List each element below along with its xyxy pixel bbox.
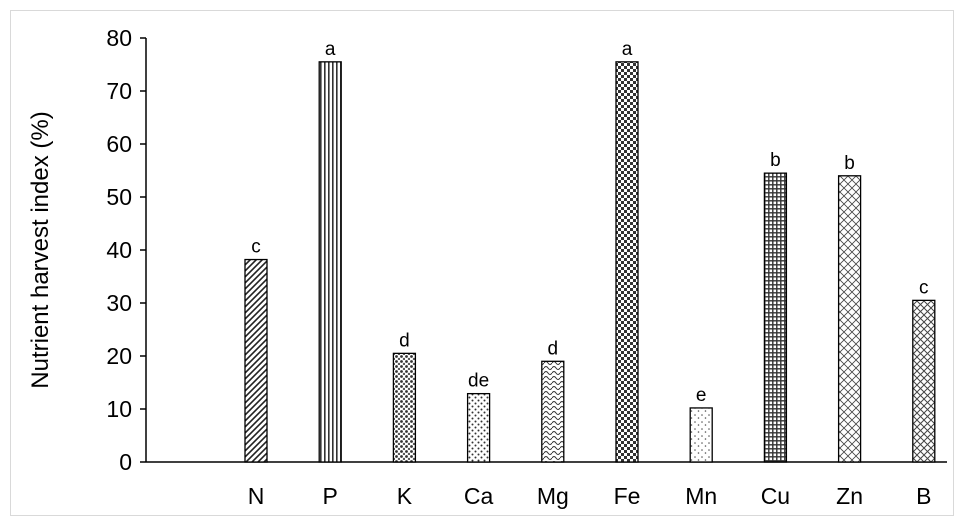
x-category-label: Fe [614,483,641,509]
y-tick-label: 10 [106,396,132,422]
bar-cu [763,172,788,463]
bar-ca [466,392,491,463]
x-category-label: P [323,483,338,509]
bar-fe [615,61,639,463]
bar-mg [541,360,565,463]
x-category-label: Ca [464,483,494,509]
significance-label: de [468,371,489,392]
plot-area: 0 10 20 30 40 50 60 70 80 c Na Pd Kde Ca d Mg a Fe e Mn b Cu b… [106,25,947,509]
significance-label: b [844,153,855,174]
bar-n [244,258,268,463]
bar-p [318,61,342,463]
x-category-label: K [397,483,413,509]
significance-label: c [919,277,929,298]
bar-zn [837,175,862,463]
significance-label: a [622,39,633,60]
x-category-label: Cu [761,483,790,509]
significance-label: c [251,237,261,258]
y-tick-label: 20 [106,343,132,369]
significance-label: d [399,330,410,351]
x-category-label: Zn [836,483,863,509]
x-category-label: B [916,483,931,509]
y-tick-label: 0 [119,449,132,475]
y-tick-label: 50 [106,184,132,210]
y-tick-label: 30 [106,290,132,316]
y-axis-label: Nutrient harvest index (%) [27,111,54,388]
y-tick-label: 40 [106,237,132,263]
bar-b [912,299,936,463]
y-tick-label: 70 [106,78,132,104]
bar-mn [689,407,713,463]
x-category-label: N [248,483,265,509]
significance-label: b [770,150,781,171]
x-category-label: Mn [685,483,717,509]
y-tick-label: 80 [106,25,132,51]
significance-label: e [696,385,707,406]
y-tick-label: 60 [106,131,132,157]
bar-k [392,352,417,463]
x-category-label: Mg [537,483,569,509]
significance-label: d [548,338,559,359]
significance-label: a [325,39,336,60]
